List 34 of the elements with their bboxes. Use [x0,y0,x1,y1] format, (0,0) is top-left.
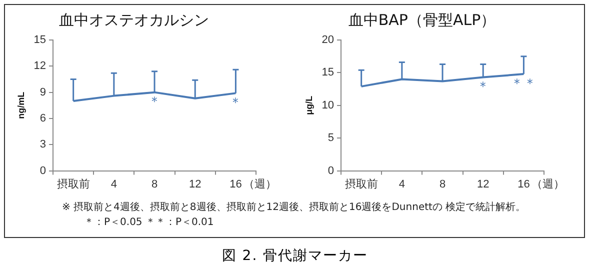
y-tick-label: 12 [34,60,46,72]
x-axis-title: （週） [532,178,565,191]
y-tick-label: 9 [40,86,46,98]
y-tick-label: 6 [40,112,46,125]
y-axis-title: μg/L [304,95,314,115]
annotation: ＊＊ [510,76,537,92]
x-tick-label: 16 [230,178,242,190]
x-tick-label: 12 [188,178,202,190]
y-tick-label: 10 [322,99,334,112]
text: ※ 摂取前と4週後、摂取前と8週後、摂取前と12週後、摂取前と16週後をDunnettの 検定で統計解析。 [62,200,526,215]
y-axis-title: ng/mL [16,91,26,119]
y-tick-label: 0 [328,164,334,177]
x-tick-label: 4 [398,178,405,190]
y-tick-label: 15 [34,34,46,46]
annotation: ＊ [229,96,242,111]
x-axis-title: （週） [244,178,277,191]
y-tick-label: 0 [40,164,46,177]
x-tick-label: 8 [151,178,158,190]
text: 図 2. 骨代謝マーカー [220,247,370,265]
chart-title: 血中オステオカルシン [59,10,209,29]
y-tick-label: 3 [40,138,46,151]
x-tick-label: 摂取前 [56,178,90,190]
annotation: ＊ [476,80,490,95]
x-tick-label: 12 [476,178,490,190]
x-tick-label: 4 [110,178,117,190]
x-tick-label: 16 [518,178,530,190]
annotation: ＊ [148,94,162,110]
y-tick-label: 5 [328,132,334,144]
x-tick-label: 8 [439,178,446,190]
text: ＊：P＜0.05 ＊＊：P＜0.01 [83,216,215,230]
y-tick-label: 15 [322,66,334,79]
x-tick-label: 摂取前 [344,178,378,190]
y-tick-label: 20 [322,34,334,46]
chart-title: 血中BAP（骨型ALP） [348,10,496,29]
